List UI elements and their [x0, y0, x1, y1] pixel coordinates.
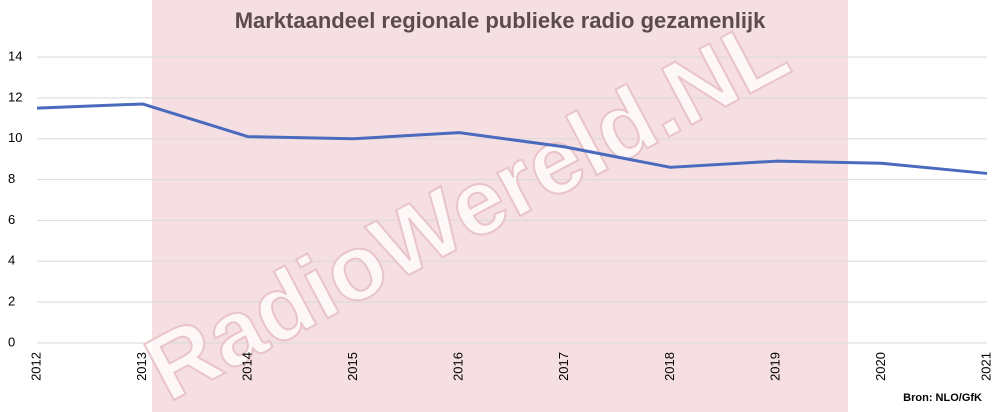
y-tick-label: 10 — [8, 130, 22, 145]
x-tick-label: 2015 — [345, 352, 360, 381]
x-tick-label: 2014 — [240, 352, 255, 381]
x-tick-label: 2017 — [556, 352, 571, 381]
x-tick-label: 2016 — [451, 352, 466, 381]
y-tick-label: 4 — [8, 253, 15, 268]
source-note: Bron: NLO/GfK — [903, 392, 982, 404]
x-tick-label: 2018 — [662, 352, 677, 381]
y-tick-label: 2 — [8, 294, 15, 309]
x-tick-label: 2019 — [767, 352, 782, 381]
x-tick-label: 2012 — [28, 352, 43, 381]
x-tick-label: 2021 — [978, 352, 993, 381]
y-tick-label: 14 — [8, 48, 22, 63]
y-tick-label: 6 — [8, 212, 15, 227]
y-tick-label: 8 — [8, 171, 15, 186]
data-line — [36, 102, 988, 175]
x-tick-label: 2013 — [134, 352, 149, 381]
y-tick-label: 0 — [8, 334, 15, 349]
chart-title: Marktaandeel regionale publieke radio ge… — [235, 8, 766, 33]
y-tick-label: 12 — [8, 89, 22, 104]
x-tick-label: 2020 — [873, 352, 888, 381]
